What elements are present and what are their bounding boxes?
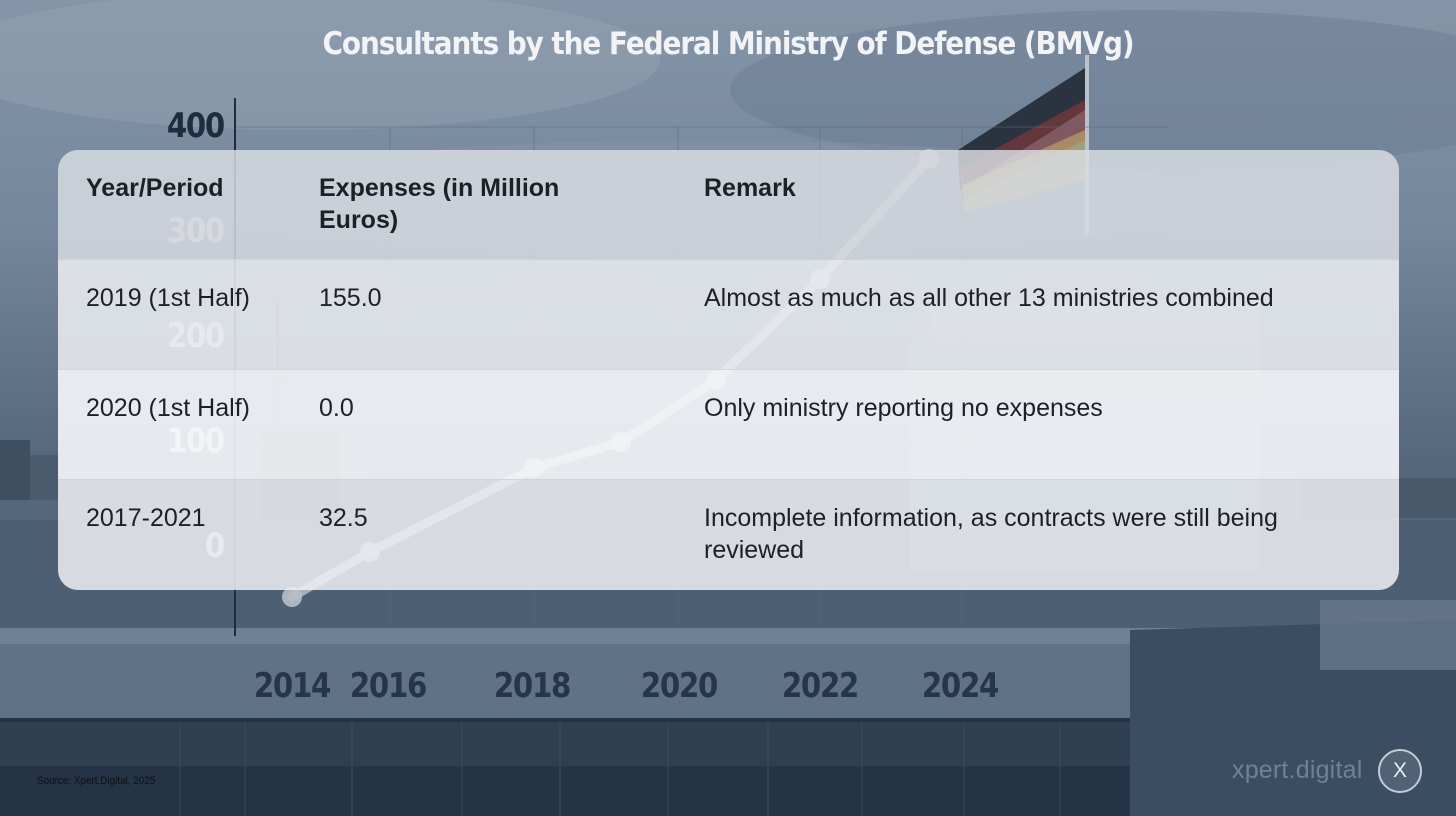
cell-period: 2017-2021 [86,504,206,532]
cell-remark: Only ministry reporting no expenses [704,394,1103,422]
cell-period: 2020 (1st Half) [86,394,250,422]
header-period: Year/Period [86,174,224,202]
data-table: Year/Period Expenses (in Million Euros) … [58,150,1399,590]
brand-logo-icon: X [1378,749,1422,793]
cell-period: 2019 (1st Half) [86,284,250,312]
x-tick-label: 2020 [640,666,719,706]
header-expenses: Expenses (in Million Euros) [319,174,560,234]
cell-remark: Almost as much as all other 13 ministrie… [704,284,1274,312]
x-tick-label: 2024 [921,666,1000,706]
x-tick-label: 2018 [493,666,572,706]
table-row: 2019 (1st Half) 155.0 Almost as much as … [58,259,1399,370]
source-note: Source: Xpert.Digital, 2025 [37,775,156,787]
cell-remark: Incomplete information, as contracts wer… [704,504,1278,564]
header-remark: Remark [704,174,796,202]
x-tick-label: 2016 [349,666,428,706]
table-row: 2020 (1st Half) 0.0 Only ministry report… [58,369,1399,480]
table-row: 2017-2021 32.5 Incomplete information, a… [58,479,1399,590]
trend-point [282,587,302,607]
slide-title: Consultants by the Federal Ministry of D… [322,26,1134,62]
cell-expenses: 0.0 [319,394,354,422]
table-header-row: Year/Period Expenses (in Million Euros) … [58,150,1399,260]
y-tick-label: 400 [166,106,225,146]
x-tick-label: 2022 [781,666,860,706]
cell-expenses: 155.0 [319,284,382,312]
x-tick-label: 2014 [253,666,332,706]
cell-expenses: 32.5 [319,504,368,532]
brand-logo-text: xpert.digital [1232,756,1363,784]
